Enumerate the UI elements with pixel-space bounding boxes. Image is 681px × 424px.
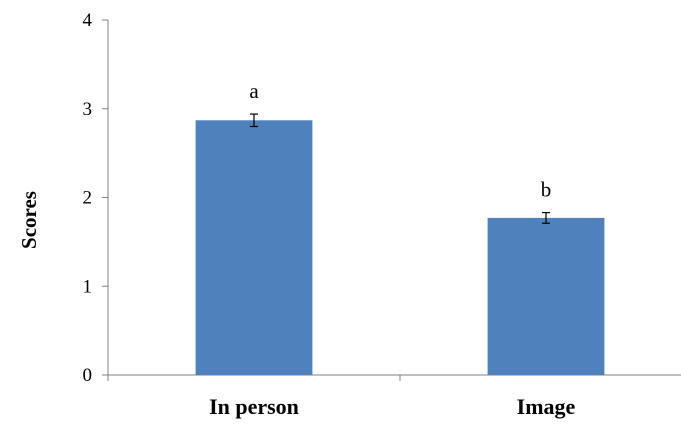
y-tick-label: 4	[83, 10, 93, 31]
y-tick-label: 0	[83, 365, 93, 386]
x-tick-label: Image	[517, 394, 576, 419]
significance-label: a	[249, 79, 259, 103]
x-axis: In person Image	[107, 374, 681, 419]
bar	[195, 120, 313, 375]
y-axis-label: Scores	[17, 191, 41, 249]
y-axis: 0 1 2 3 4	[83, 10, 109, 386]
x-ticks: In person Image	[107, 375, 576, 419]
x-tick-label: In person	[209, 394, 299, 419]
y-ticks: 0 1 2 3 4	[83, 10, 108, 386]
y-tick-label: 3	[83, 99, 93, 120]
bar	[487, 217, 605, 375]
bars: ab	[195, 79, 605, 375]
y-tick-label: 2	[83, 188, 93, 209]
significance-label: b	[541, 178, 552, 202]
y-tick-label: 1	[83, 276, 93, 297]
error-bar	[250, 113, 258, 128]
error-bar	[542, 211, 550, 224]
